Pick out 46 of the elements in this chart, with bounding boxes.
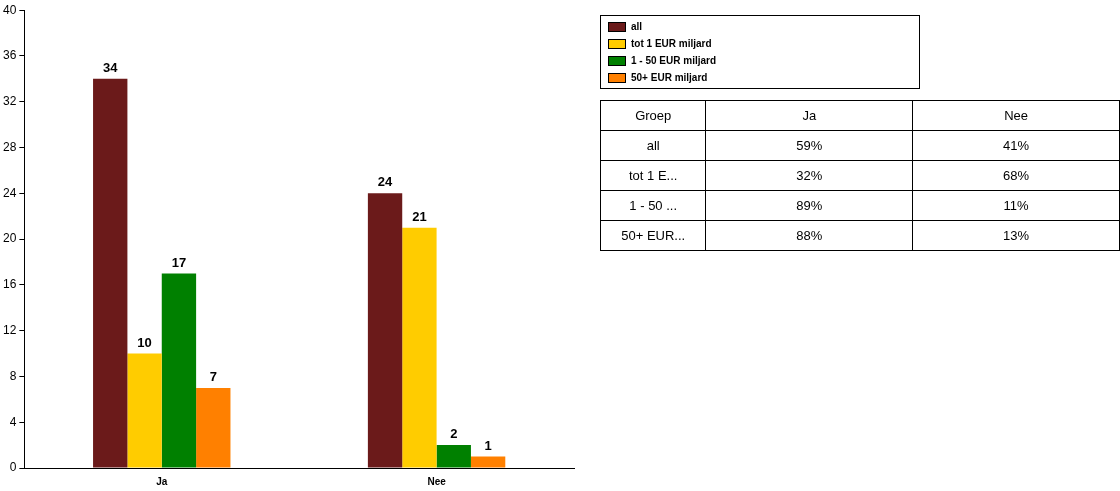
y-tick-label: 8: [9, 368, 17, 383]
text: 89%: [796, 198, 823, 213]
data-label: 10: [137, 334, 152, 350]
y-tick-label: 40: [2, 2, 17, 17]
y-tick-label: 4: [9, 414, 17, 429]
data-label: 21: [412, 208, 427, 224]
text: Groep: [600, 100, 706, 131]
category-label: all: [646, 138, 660, 153]
data-label: 2: [450, 426, 458, 442]
data-label: 24: [377, 174, 394, 190]
y-tick-label: 28: [2, 139, 17, 154]
y-tick-label: 32: [2, 94, 17, 109]
y-tick-label: 24: [2, 185, 17, 200]
bar: [196, 387, 231, 468]
text: 88%: [796, 228, 823, 243]
bar: [93, 78, 128, 468]
text: 32%: [796, 168, 823, 183]
data-label: 7: [209, 368, 217, 384]
legend-label: 50+ EUR miljard: [630, 71, 709, 85]
y-tick-label: 20: [2, 231, 17, 246]
legend-label: all: [630, 20, 644, 34]
legend-label: tot 1 EUR miljard: [630, 37, 713, 51]
bar: [402, 227, 437, 468]
data-label: 17: [171, 254, 187, 270]
legend-label: 1 - 50 EUR miljard: [630, 54, 718, 68]
data-label: 34: [103, 59, 119, 75]
bar: [127, 353, 162, 468]
data-label: 1: [484, 437, 492, 453]
text: 13%: [1003, 228, 1030, 243]
text: 41%: [1003, 138, 1030, 153]
bar: [436, 445, 471, 468]
text: 59%: [796, 138, 823, 153]
y-tick-label: 36: [2, 48, 17, 63]
category-label: 50+ EUR...: [621, 228, 686, 243]
category-label: Nee: [912, 100, 1120, 131]
category-label: 1 - 50 ...: [629, 198, 678, 213]
category-label: tot 1 E...: [629, 168, 678, 183]
text: 68%: [1003, 168, 1030, 183]
y-tick-label: 12: [2, 322, 17, 337]
text: 11%: [1003, 198, 1029, 213]
bar: [161, 273, 197, 468]
bar: [367, 193, 403, 468]
bar: [470, 456, 506, 468]
y-tick-label: 16: [2, 277, 17, 292]
category-label: Ja: [705, 100, 913, 131]
y-tick-label: 0: [9, 460, 17, 475]
